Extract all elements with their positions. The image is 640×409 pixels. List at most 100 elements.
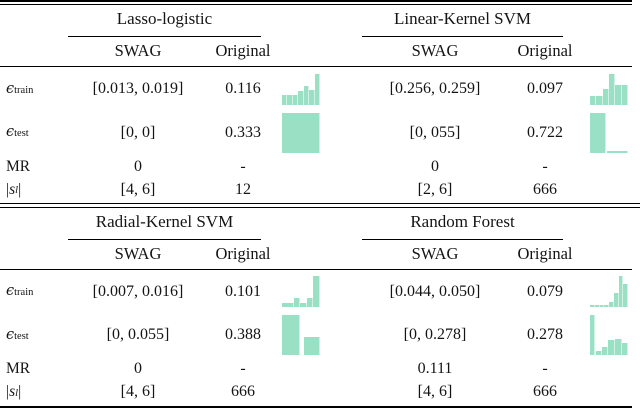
spacer-cell bbox=[278, 178, 322, 201]
row-label-subscript: test bbox=[14, 128, 29, 140]
spacer-cell bbox=[278, 210, 322, 240]
value-original: 0.333 bbox=[225, 123, 261, 141]
group-title-linear-svm: Linear-Kernel SVM bbox=[362, 7, 563, 37]
value-swag: 0.111 bbox=[417, 360, 453, 378]
spacer-cell bbox=[582, 358, 628, 381]
group-title-radial-svm: Radial-Kernel SVM bbox=[68, 210, 261, 240]
value-swag: [4, 6] bbox=[417, 383, 453, 401]
spacer-cell bbox=[322, 68, 362, 110]
value-original: 0.278 bbox=[527, 326, 563, 344]
histogram-bar bbox=[623, 283, 628, 308]
middle-separator-rule bbox=[0, 203, 640, 208]
histogram-cell bbox=[278, 68, 322, 110]
row-label-mr: MR bbox=[4, 358, 68, 381]
histogram-lasso-train bbox=[282, 73, 320, 105]
row-label-subscript: l bbox=[15, 387, 19, 399]
histogram-rf-train bbox=[590, 276, 628, 308]
value-swag: 0 bbox=[431, 157, 439, 175]
value-original: 0.722 bbox=[527, 123, 563, 141]
histogram-bar bbox=[303, 85, 310, 105]
histogram-bar bbox=[596, 351, 602, 356]
s-symbol: s bbox=[9, 383, 16, 401]
histogram-bar bbox=[298, 90, 304, 105]
value-swag: [4, 6] bbox=[120, 383, 156, 401]
value-original: 0.097 bbox=[527, 80, 563, 97]
value-original: 0.388 bbox=[225, 326, 261, 344]
histogram-bar bbox=[294, 298, 301, 308]
spacer-cell bbox=[582, 37, 628, 66]
bottom-rule bbox=[0, 405, 632, 409]
value-original: 0.101 bbox=[225, 282, 261, 300]
top-rule bbox=[0, 0, 632, 5]
value-original: - bbox=[542, 360, 548, 378]
histogram-linear-train bbox=[590, 73, 628, 105]
spacer-cell bbox=[322, 37, 362, 66]
value-original: 0.116 bbox=[225, 80, 261, 97]
row-label-eps-train: ϵ train bbox=[4, 271, 68, 313]
histogram-bar bbox=[608, 73, 616, 105]
histogram-rf-test bbox=[590, 315, 628, 356]
row-label-mr: MR bbox=[4, 155, 68, 178]
spacer-cell bbox=[278, 7, 322, 37]
histogram-lasso-test bbox=[282, 112, 320, 153]
spacer-cell bbox=[278, 381, 322, 404]
histogram-cell bbox=[278, 110, 322, 155]
histogram-bar bbox=[287, 95, 293, 105]
table-top-header: Lasso-logistic Linear-Kernel SVM SWAG Or… bbox=[0, 5, 632, 67]
histogram-bar bbox=[604, 304, 609, 308]
spacer-cell bbox=[582, 178, 628, 201]
value-original: - bbox=[240, 360, 246, 378]
row-label-eps-test: ϵ test bbox=[4, 313, 68, 358]
mr-label: MR bbox=[6, 157, 31, 175]
row-label-subscript: test bbox=[14, 330, 29, 342]
epsilon-symbol: ϵ bbox=[6, 283, 15, 300]
value-original: 666 bbox=[533, 383, 557, 401]
histogram-bar bbox=[282, 303, 295, 308]
group-title-lasso-logistic: Lasso-logistic bbox=[68, 7, 261, 37]
spacer-cell bbox=[322, 358, 362, 381]
histogram-cell bbox=[582, 313, 628, 358]
table-top-body: ϵ train [0.013, 0.019] 0.116 [0.256, 0.25… bbox=[0, 67, 632, 203]
row-label-sl: | s l | bbox=[4, 381, 68, 404]
value-swag: [0.256, 0.259] bbox=[389, 80, 481, 97]
row-label-subscript: train bbox=[14, 84, 34, 96]
spacer-cell bbox=[278, 358, 322, 381]
histogram-bar bbox=[300, 303, 307, 308]
spacer-cell bbox=[4, 240, 68, 269]
table-bottom-header: Radial-Kernel SVM Random Forest SWAG Ori… bbox=[0, 208, 632, 270]
spacer-cell bbox=[4, 210, 68, 240]
spacer-cell bbox=[322, 240, 362, 269]
value-original: 666 bbox=[231, 383, 255, 401]
histogram-bar bbox=[607, 150, 628, 153]
histogram-bar bbox=[590, 96, 597, 105]
histogram-bar bbox=[596, 96, 603, 105]
histogram-bar bbox=[621, 85, 628, 105]
value-original: - bbox=[240, 157, 246, 175]
colhead-swag: SWAG bbox=[411, 243, 459, 263]
mr-label: MR bbox=[6, 360, 31, 378]
s-symbol: s bbox=[9, 180, 16, 198]
histogram-bar bbox=[599, 304, 605, 308]
table-bottom: Radial-Kernel SVM Random Forest SWAG Ori… bbox=[0, 208, 632, 409]
spacer-cell bbox=[322, 381, 362, 404]
epsilon-symbol: ϵ bbox=[6, 326, 15, 343]
colhead-swag: SWAG bbox=[114, 41, 162, 61]
value-original: 12 bbox=[235, 180, 251, 198]
spacer-cell bbox=[322, 7, 362, 37]
histogram-cell bbox=[582, 271, 628, 313]
histogram-bar bbox=[306, 297, 313, 308]
colhead-original: Original bbox=[517, 243, 573, 263]
histogram-bar bbox=[303, 337, 320, 356]
histogram-bar bbox=[608, 339, 615, 356]
histogram-cell bbox=[278, 271, 322, 313]
spacer-cell bbox=[582, 381, 628, 404]
epsilon-symbol: ϵ bbox=[6, 80, 15, 97]
histogram-bar bbox=[601, 347, 609, 356]
group-title-random-forest: Random Forest bbox=[362, 210, 563, 240]
colhead-swag: SWAG bbox=[411, 41, 459, 61]
value-swag: [0.013, 0.019] bbox=[92, 80, 184, 97]
value-swag: 0 bbox=[134, 360, 142, 378]
spacer-cell bbox=[4, 7, 68, 37]
histogram-radial-train bbox=[282, 276, 320, 308]
